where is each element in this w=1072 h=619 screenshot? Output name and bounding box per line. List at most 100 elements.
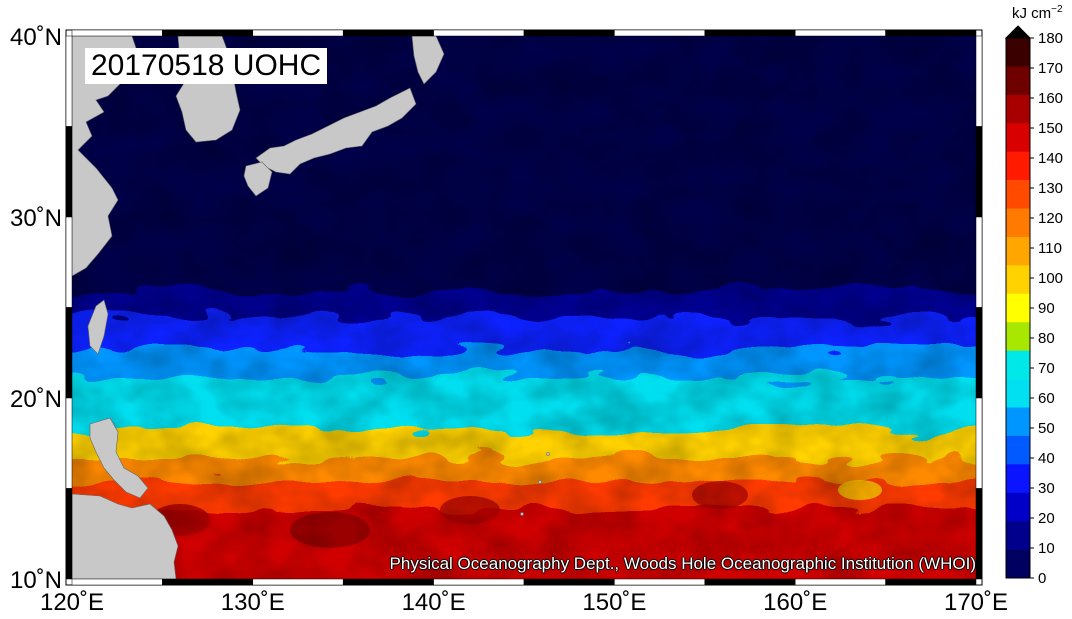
frame-bar-right [975, 216, 983, 308]
colorbar-tick-label: 30 [1038, 480, 1055, 497]
lon-label: 120˚E [40, 589, 104, 614]
latitude-labels: 40˚N 30˚N 20˚N 10˚N [10, 24, 62, 594]
frame-bar-bottom [342, 578, 434, 586]
frame-bar-bottom [704, 578, 796, 586]
frame-bar-top [523, 29, 615, 37]
land-islet-1 [546, 452, 550, 456]
colorbar-tick-label: 150 [1038, 120, 1063, 137]
land-islet-2 [538, 480, 542, 484]
colorbar-tick-label: 170 [1038, 60, 1063, 77]
colorbar-segment [1006, 38, 1030, 67]
colorbar-segment [1006, 322, 1030, 351]
colorbar-segment [1006, 379, 1030, 408]
frame-bar-left [65, 488, 73, 580]
frame-bar-bottom [794, 578, 886, 586]
frame-bar-top [614, 29, 706, 37]
colorbar-tick-label: 180 [1038, 30, 1063, 47]
colorbar-segment [1006, 435, 1030, 465]
colorbar-tick-label: 110 [1038, 240, 1062, 257]
frame-bar-left [65, 126, 73, 218]
frame-bar-right [975, 397, 983, 489]
colorbar-tick-label: 140 [1038, 150, 1063, 167]
date-label: 20170518 UOHC [85, 48, 328, 84]
lon-label: 140˚E [402, 589, 466, 614]
frame-bar-top [885, 29, 977, 37]
colorbar: 1801701601501401301201101009080706050403… [1004, 25, 1063, 587]
frame-bar-top [704, 29, 796, 37]
map-frame [65, 29, 983, 586]
lon-label: 130˚E [221, 589, 285, 614]
lat-label: 10˚N [10, 567, 62, 594]
frame-bar-bottom [885, 578, 977, 586]
longitude-labels: 120˚E 130˚E 140˚E 150˚E 160˚E 170˚E [40, 589, 1008, 616]
colorbar-segment [1006, 293, 1030, 323]
colorbar-tick-label: 10 [1038, 540, 1055, 557]
frame-bar-top [433, 29, 525, 37]
frame-bar-left [65, 397, 73, 489]
frame-bar-bottom [252, 578, 344, 586]
colorbar-segment [1006, 350, 1030, 380]
frame-bar-top [252, 29, 344, 37]
frame-bar-top [342, 29, 434, 37]
lat-label: 20˚N [10, 386, 62, 413]
colorbar-segment [1006, 521, 1030, 550]
frame-bar-right [975, 126, 983, 218]
ocean-heat-content-field [72, 36, 976, 579]
colorbar-unit: kJ cm−2 [1012, 4, 1063, 22]
frame-bar-right [975, 488, 983, 580]
colorbar-tick-label: 60 [1038, 390, 1055, 407]
land-philippines-south [72, 493, 179, 579]
colorbar-top-arrow [1004, 25, 1032, 39]
frame-bar-top [794, 29, 886, 37]
frame-bar-left [65, 307, 73, 399]
credit-label: Physical Oceanography Dept., Woods Hole … [389, 554, 976, 573]
land-islet-3 [520, 512, 524, 516]
colorbar-tick-label: 20 [1038, 510, 1055, 527]
frame-bar-top [162, 29, 254, 37]
frame-bar-bottom [71, 578, 163, 586]
colorbar-segment [1006, 123, 1030, 152]
frame-bar-right [975, 307, 983, 399]
lon-label: 170˚E [944, 589, 1008, 614]
colorbar-tick-label: 100 [1038, 270, 1063, 287]
colorbar-tick-label: 40 [1038, 450, 1055, 467]
colorbar-tick-label: 80 [1038, 330, 1055, 347]
land-taiwan [87, 299, 109, 355]
colorbar-tick-label: 70 [1038, 360, 1055, 377]
colorbar-tick-label: 0 [1038, 570, 1046, 587]
colorbar-tick-label: 90 [1038, 300, 1055, 317]
lat-label: 40˚N [10, 24, 62, 51]
colorbar-segment [1006, 492, 1030, 522]
colorbar-segment [1006, 151, 1030, 181]
lat-label: 30˚N [10, 205, 62, 232]
land-luzon [89, 417, 149, 499]
colorbar-tick-label: 130 [1038, 180, 1063, 197]
colorbar-segment [1006, 464, 1030, 494]
frame-bar-left [65, 35, 73, 127]
frame-bar-top [71, 29, 163, 37]
colorbar-tick-label: 120 [1038, 210, 1063, 227]
colorbar-segment [1006, 180, 1030, 209]
colorbar-segment [1006, 236, 1030, 266]
lon-label: 160˚E [763, 589, 827, 614]
frame-bar-right [975, 35, 983, 127]
lon-label: 150˚E [582, 589, 646, 614]
colorbar-segment [1006, 66, 1030, 96]
land-japan-north [411, 36, 445, 85]
frame-bar-bottom [523, 578, 615, 586]
colorbar-segment [1006, 407, 1030, 437]
colorbar-segment [1006, 549, 1030, 579]
frame-bar-left [65, 216, 73, 308]
colorbar-tick-label: 160 [1038, 90, 1063, 107]
land-japan-kyushu [243, 161, 273, 197]
colorbar-tick-label: 50 [1038, 420, 1055, 437]
frame-bar-bottom [162, 578, 254, 586]
colorbar-segment [1006, 94, 1030, 124]
frame-bar-bottom [614, 578, 706, 586]
colorbar-segment [1006, 265, 1030, 295]
colorbar-segment [1006, 208, 1030, 238]
land-japan-honshu [255, 87, 417, 175]
frame-bar-bottom [433, 578, 525, 586]
